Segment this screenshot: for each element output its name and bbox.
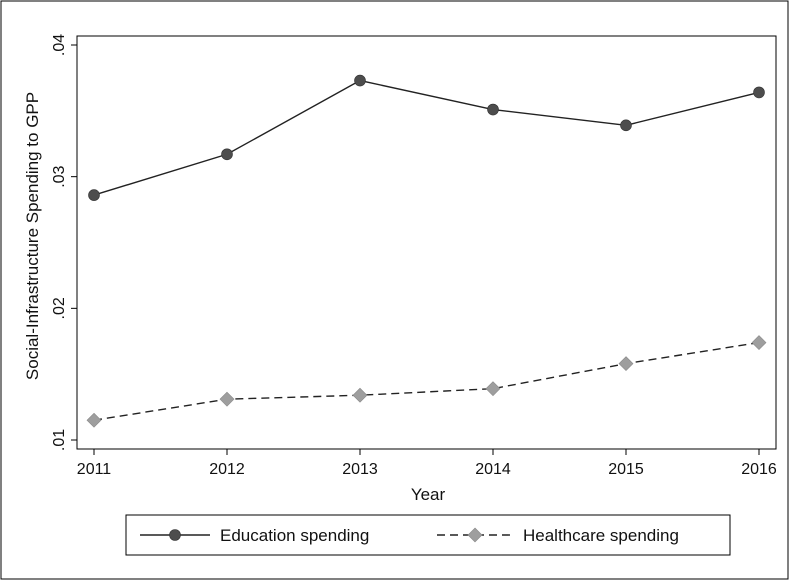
x-tick-label: 2012 — [209, 461, 245, 478]
data-point — [88, 189, 100, 201]
data-point — [751, 335, 767, 350]
data-point — [620, 119, 632, 132]
y-tick-label: .04 — [51, 34, 68, 56]
legend-label: Healthcare spending — [523, 526, 679, 545]
x-axis-label: Year — [411, 485, 446, 504]
y-tick-label: .01 — [51, 429, 68, 451]
data-point — [753, 86, 765, 99]
y-axis-label: Social-Infrastructure Spending to GPP — [23, 92, 42, 380]
series-education — [88, 74, 765, 201]
legend-item: Healthcare spending — [437, 526, 679, 545]
data-point — [618, 356, 634, 372]
series-healthcare — [86, 335, 767, 428]
axis-ticks: 2011 2012 2013 2014 2015 2016 .01 .02 .03 .04 — [51, 34, 777, 478]
data-point — [221, 148, 233, 161]
legend-box — [125, 514, 731, 556]
data-point — [485, 381, 501, 397]
legend-marker — [467, 527, 483, 543]
x-tick-label: 2016 — [741, 461, 777, 478]
y-tick-label: .02 — [51, 297, 68, 319]
plot-area — [76, 35, 777, 450]
series-line — [93, 79, 760, 196]
x-tick-label: 2013 — [342, 461, 378, 478]
x-tick-label: 2011 — [77, 461, 112, 478]
legend-marker — [169, 529, 181, 541]
legend: Education spending Healthcare spending — [125, 514, 731, 556]
series-layer — [86, 74, 767, 428]
y-tick-label: .03 — [51, 165, 68, 187]
x-tick-label: 2014 — [475, 461, 511, 478]
x-tick-label: 2015 — [608, 461, 644, 478]
legend-label: Education spending — [220, 526, 369, 545]
data-point — [352, 387, 368, 403]
data-point — [354, 74, 366, 87]
data-point — [86, 412, 102, 428]
data-point — [487, 103, 499, 116]
legend-item: Education spending — [140, 526, 369, 545]
data-point — [219, 391, 235, 407]
